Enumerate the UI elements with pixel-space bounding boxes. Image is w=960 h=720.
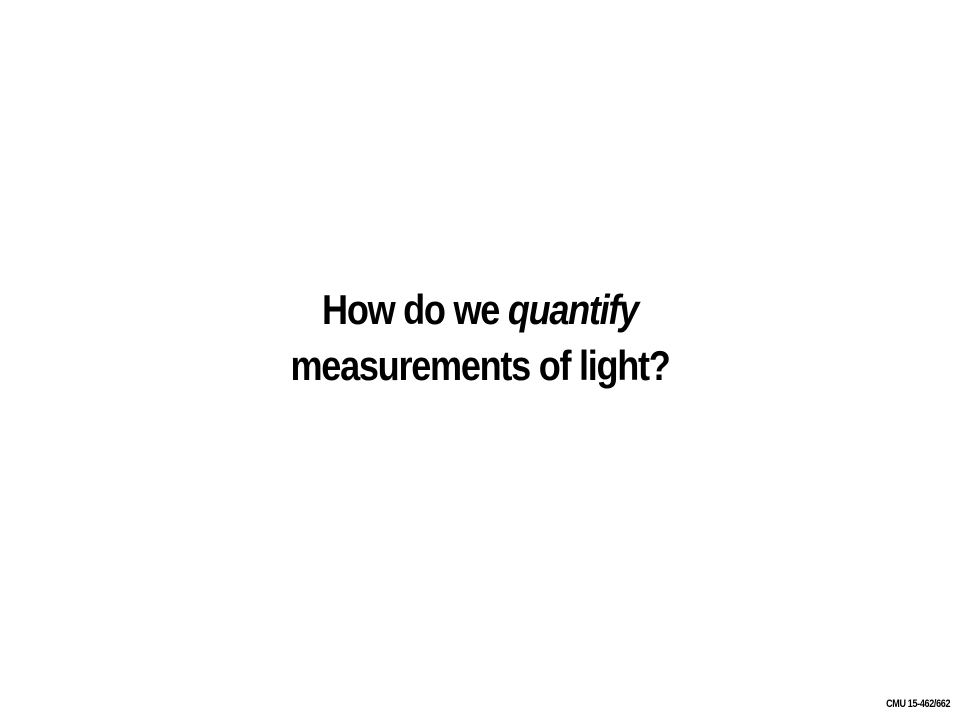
title-emphasis: quantify [507, 286, 639, 333]
title-line-1: How do we quantify [67, 282, 893, 338]
title-prefix: How do we [322, 286, 500, 333]
course-footer: CMU 15-462/662 [885, 698, 950, 710]
title-line-2: measurements of light? [290, 342, 670, 389]
slide-title: How do we quantify measurements of light… [67, 282, 893, 394]
